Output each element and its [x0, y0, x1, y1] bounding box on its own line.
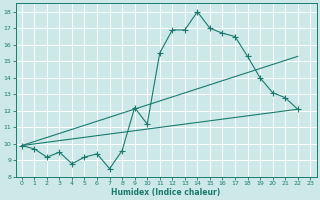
X-axis label: Humidex (Indice chaleur): Humidex (Indice chaleur)	[111, 188, 221, 197]
